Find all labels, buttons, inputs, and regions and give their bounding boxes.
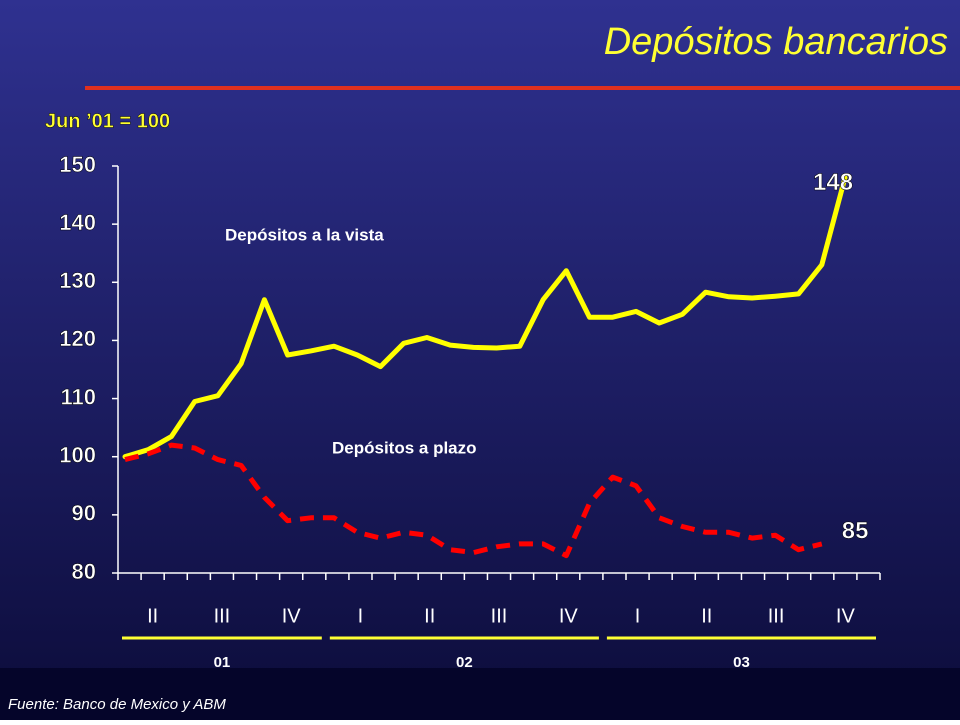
year-label: 02 <box>456 654 473 671</box>
series-line <box>122 175 848 460</box>
x-tick-label: II <box>701 605 712 627</box>
x-tick-label: IV <box>282 605 302 627</box>
x-tick-label: III <box>214 605 231 627</box>
y-tick-label: 150 <box>59 152 96 177</box>
y-tick-label: 90 <box>72 501 96 526</box>
year-label: 01 <box>214 654 231 671</box>
x-tick-label: IV <box>836 605 856 627</box>
x-tick-label: II <box>147 605 158 627</box>
x-tick-label: III <box>768 605 785 627</box>
y-tick-label: 100 <box>59 443 96 468</box>
y-tick-label: 110 <box>61 384 97 409</box>
x-tick-label: I <box>635 605 641 627</box>
x-tick-label: II <box>424 605 435 627</box>
end-value-label: 85 <box>842 517 869 544</box>
year-label: 03 <box>733 654 750 671</box>
chart-title: Depósitos bancarios <box>604 21 948 63</box>
x-tick-label: IV <box>559 605 579 627</box>
y-tick-label: 80 <box>72 559 96 584</box>
source-note: Fuente: Banco de Mexico y ABM <box>8 696 226 713</box>
series-line <box>124 442 823 559</box>
footer-band <box>0 668 960 720</box>
y-tick-label: 120 <box>59 326 96 351</box>
subtitle: Jun ’01 = 100 <box>45 110 170 132</box>
y-tick-label: 130 <box>59 268 96 293</box>
y-tick-label: 140 <box>59 210 96 235</box>
end-value-label: 148 <box>813 169 853 196</box>
x-tick-label: I <box>358 605 364 627</box>
series-label: Depósitos a plazo <box>332 438 477 457</box>
x-tick-label: III <box>491 605 508 627</box>
series-label: Depósitos a la vista <box>225 225 384 244</box>
